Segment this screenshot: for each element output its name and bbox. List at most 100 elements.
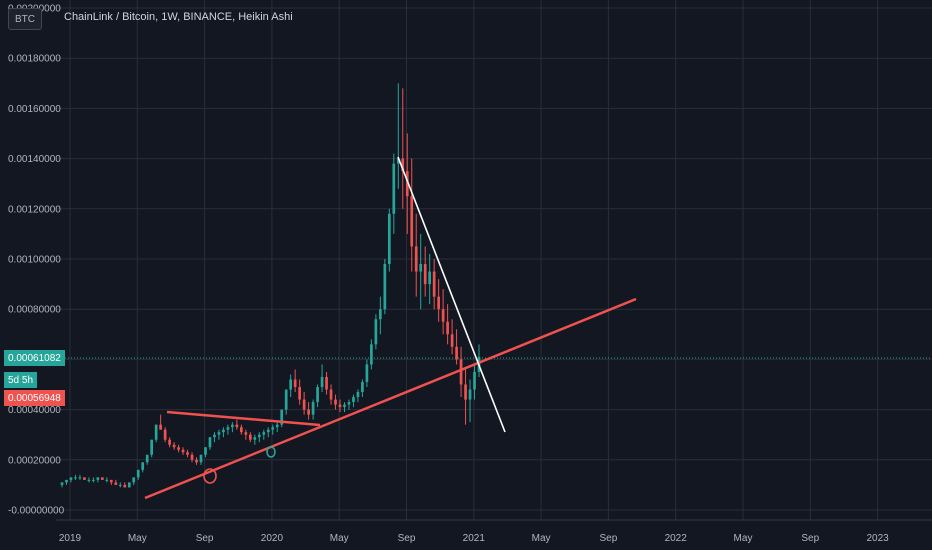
- candle-down: [302, 399, 306, 410]
- candle-down: [464, 384, 467, 400]
- x-tick-label: Sep: [600, 533, 618, 544]
- candle-down: [123, 484, 127, 488]
- candle-up: [387, 213, 391, 265]
- y-tick-label: -0.00000000: [8, 506, 65, 517]
- trendline-support[interactable]: [144, 297, 637, 500]
- candle-down: [168, 439, 171, 445]
- price-axis[interactable]: 0.002000000.001800000.001600000.00140000…: [8, 4, 65, 517]
- candle-down: [172, 444, 176, 448]
- countdown-tag: 5d 5h: [4, 372, 38, 388]
- candle-down: [190, 454, 194, 460]
- drawings[interactable]: [144, 156, 637, 500]
- candle-down: [423, 264, 427, 285]
- circle-marker-green[interactable]: [266, 446, 276, 458]
- candle-down: [414, 246, 418, 272]
- y-tick-label: 0.00120000: [8, 204, 61, 215]
- x-tick-label: 2022: [665, 533, 688, 544]
- y-tick-label: 0.00080000: [8, 305, 61, 316]
- trendline-resistance-flat[interactable]: [166, 410, 321, 427]
- x-tick-label: 2020: [261, 533, 284, 544]
- time-axis[interactable]: 2019 May Sep 2020 May Sep 2021 May Sep 2022 May Sep…: [56, 519, 932, 544]
- candle-up: [231, 424, 234, 428]
- candle-up: [118, 484, 122, 486]
- x-tick-label: May: [128, 533, 147, 544]
- y-tick-label: 0.00020000: [8, 455, 61, 466]
- candle-down: [437, 296, 440, 310]
- candle-up: [356, 392, 360, 398]
- candle-up: [289, 379, 293, 390]
- candle-up: [92, 479, 95, 481]
- candle-down: [450, 334, 454, 347]
- candle-up: [365, 364, 369, 382]
- candle-down: [325, 376, 328, 390]
- candle-down: [307, 409, 310, 415]
- x-tick-label: 2023: [866, 533, 889, 544]
- candle-up: [65, 479, 68, 483]
- x-tick-label: Sep: [801, 533, 819, 544]
- x-tick-label: May: [734, 533, 753, 544]
- candle-up: [266, 429, 270, 433]
- candle-up: [370, 344, 373, 365]
- candle-up: [311, 402, 315, 415]
- candle-up: [379, 309, 382, 320]
- candle-up: [262, 432, 266, 435]
- candles: [60, 83, 481, 488]
- candle-down: [83, 477, 86, 480]
- candle-down: [240, 427, 243, 433]
- x-tick-label: May: [532, 533, 551, 544]
- candle-down: [248, 434, 252, 440]
- candle-up: [74, 477, 77, 479]
- candle-up: [374, 319, 378, 345]
- marker-price-tag: 0.00056948: [4, 390, 65, 406]
- candle-up: [78, 477, 82, 479]
- currency-badge[interactable]: BTC: [8, 8, 42, 30]
- candle-down: [446, 321, 449, 335]
- candle-up: [87, 479, 91, 481]
- candle-down: [329, 389, 333, 400]
- candle-down: [459, 359, 463, 385]
- candle-down: [177, 447, 180, 450]
- circle-marker-red[interactable]: [203, 468, 217, 484]
- candle-up: [253, 437, 257, 440]
- candle-up: [316, 387, 319, 403]
- candle-down: [455, 346, 458, 360]
- candle-up: [204, 447, 207, 455]
- candle-up: [361, 381, 364, 393]
- candle-up: [468, 389, 472, 400]
- candle-up: [69, 477, 73, 480]
- candle-up: [383, 264, 387, 310]
- last-price-tag: 0.00061082: [4, 350, 65, 366]
- candle-down: [298, 387, 301, 400]
- candle-up: [280, 409, 284, 425]
- candle-up: [136, 469, 140, 478]
- candle-down: [235, 424, 239, 428]
- candle-up: [352, 397, 355, 403]
- candle-up: [284, 389, 288, 410]
- candle-up: [396, 158, 400, 164]
- grid: [56, 0, 932, 520]
- candle-up: [222, 429, 225, 433]
- trendline-downtrend[interactable]: [397, 156, 506, 433]
- candle-up: [199, 454, 203, 463]
- x-tick-label: 2019: [59, 533, 82, 544]
- x-tick-label: 2021: [463, 533, 486, 544]
- candle-up: [141, 462, 145, 470]
- y-tick-label: 0.00140000: [8, 154, 61, 165]
- candle-down: [163, 429, 167, 440]
- candle-down: [159, 424, 162, 430]
- candle-down: [186, 452, 189, 455]
- candle-up: [154, 424, 158, 440]
- candle-down: [405, 171, 409, 197]
- chart-title: ChainLink / Bitcoin, 1W, BINANCE, Heikin…: [64, 11, 293, 23]
- candle-up: [419, 264, 423, 272]
- candle-up: [213, 434, 216, 438]
- candle-down: [109, 479, 113, 483]
- candle-up: [473, 371, 476, 390]
- x-tick-label: Sep: [398, 533, 416, 544]
- candle-up: [208, 437, 212, 448]
- candle-down: [334, 399, 337, 405]
- candle-up: [127, 482, 131, 488]
- candle-down: [114, 482, 118, 485]
